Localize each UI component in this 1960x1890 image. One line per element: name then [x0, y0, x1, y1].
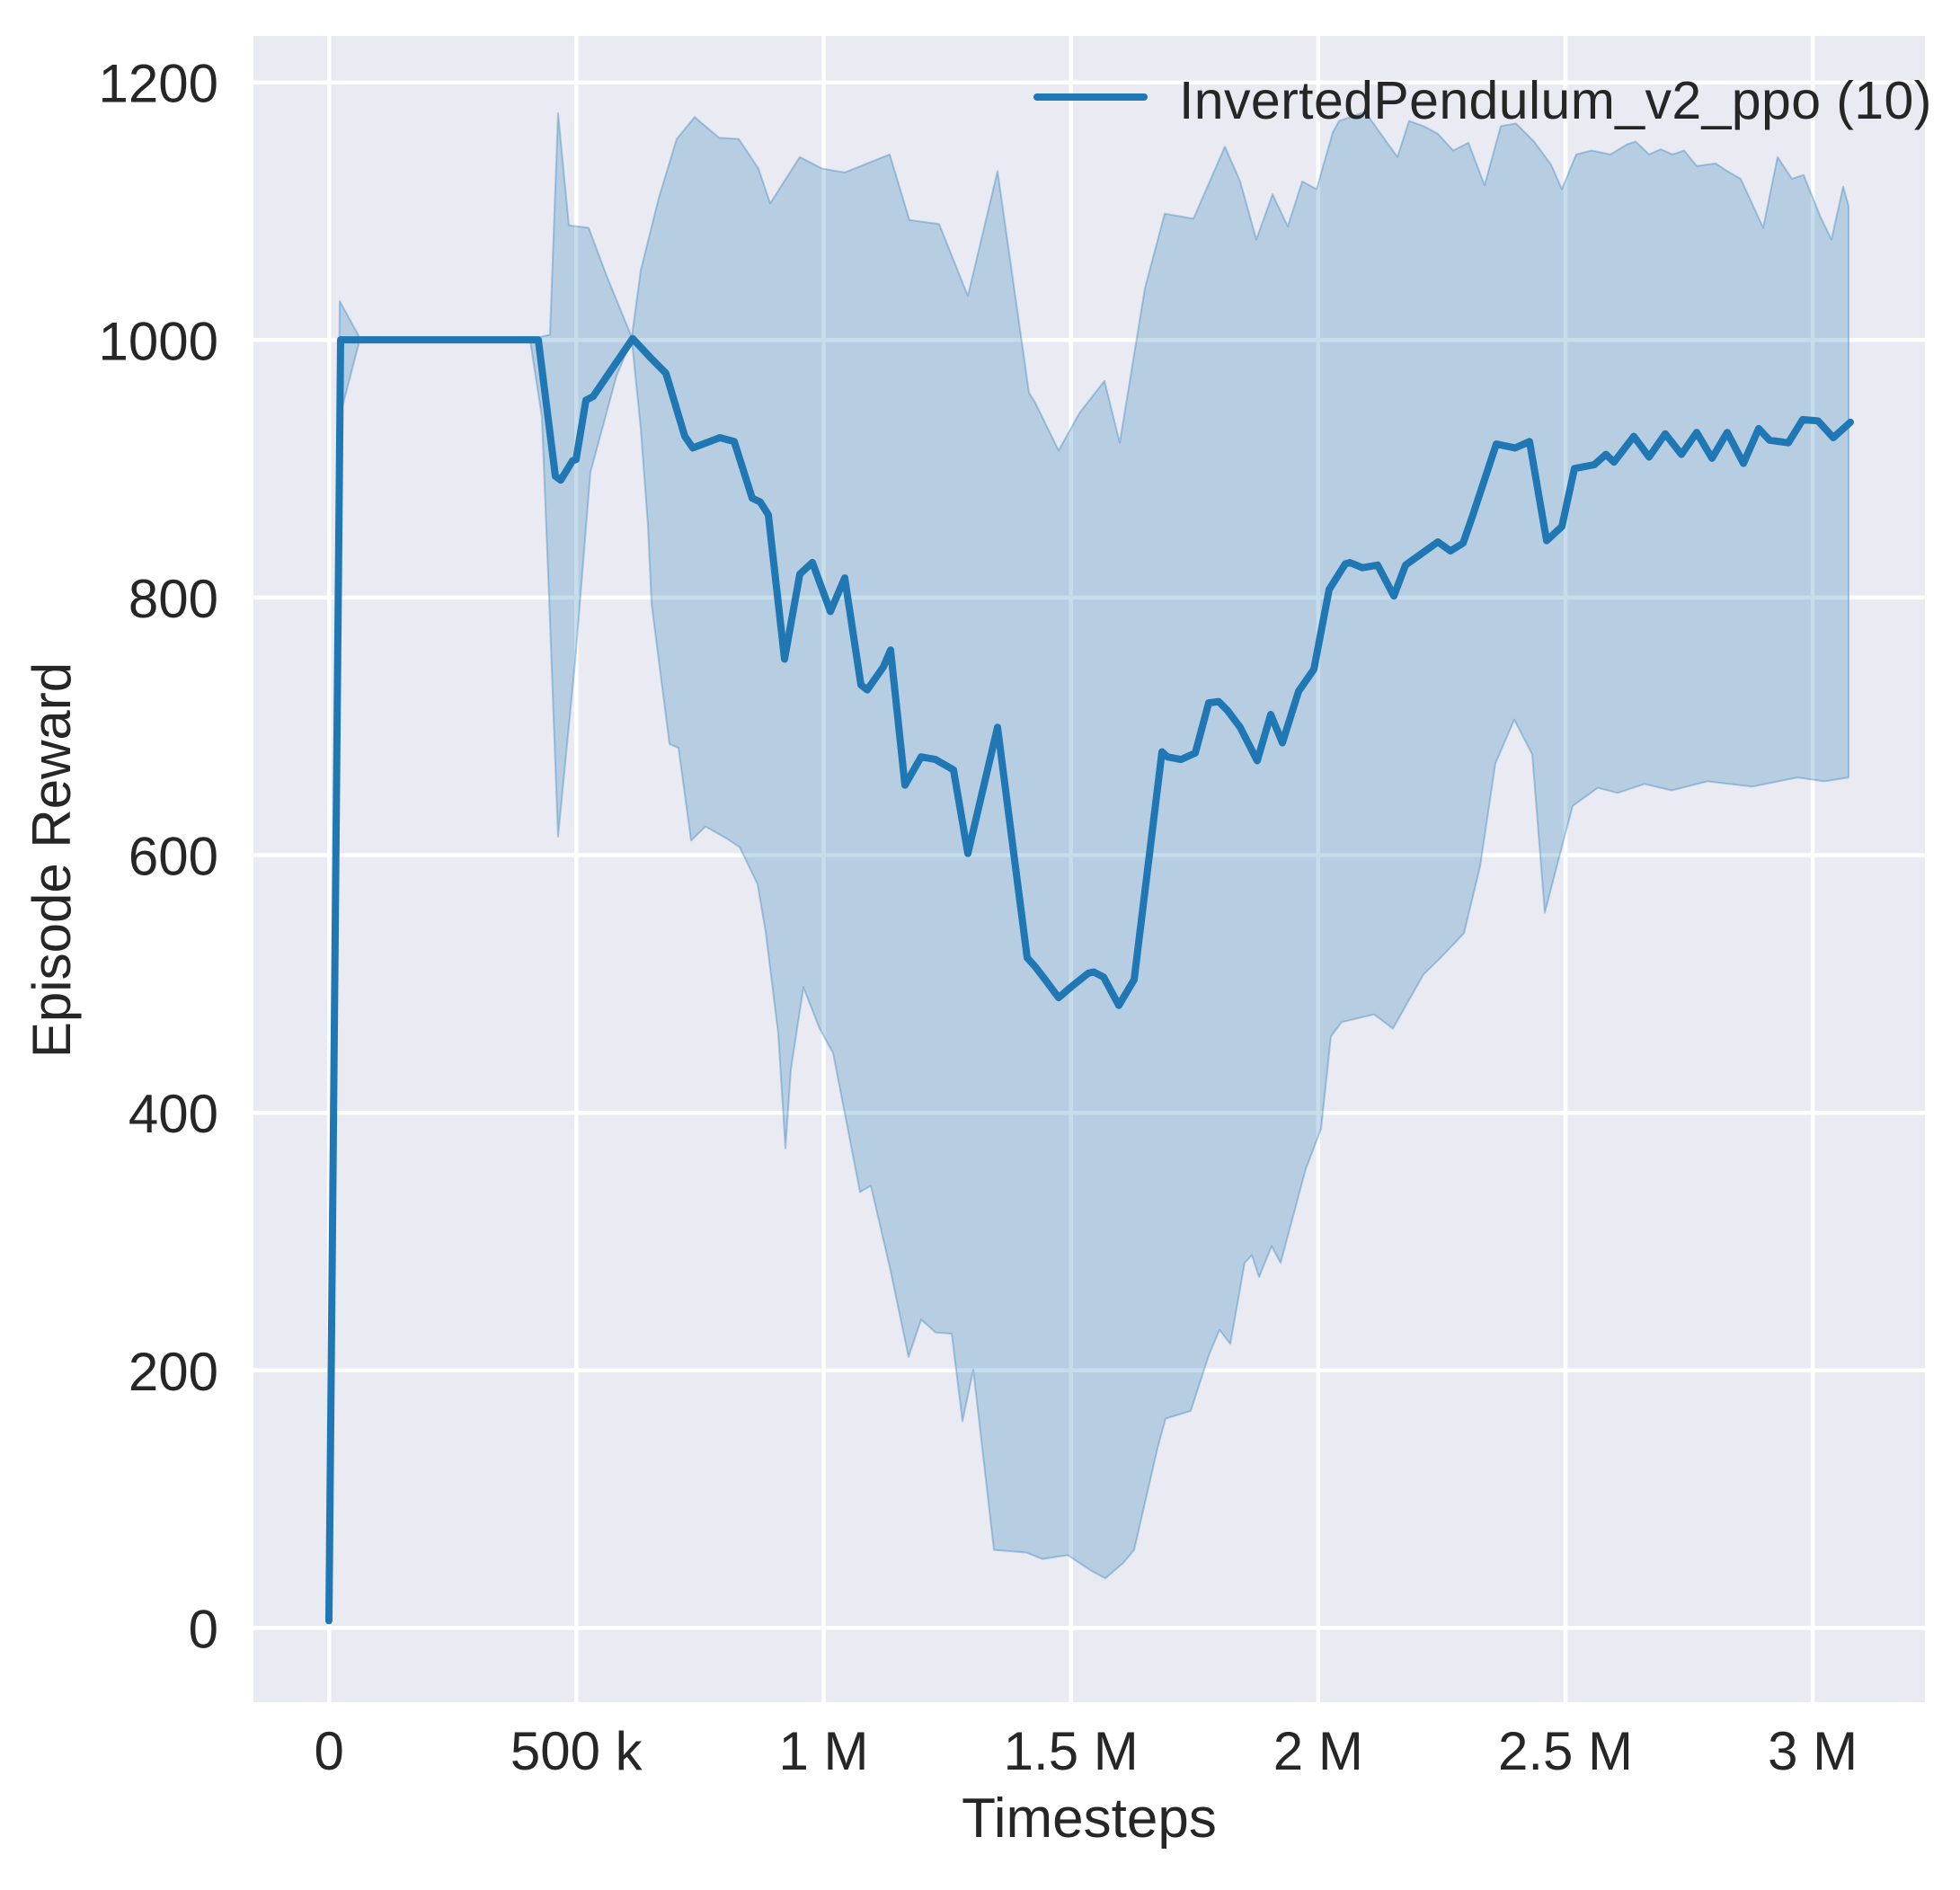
svg-text:InvertedPendulum_v2_ppo (10): InvertedPendulum_v2_ppo (10) [1179, 71, 1932, 130]
svg-text:0: 0 [315, 1721, 344, 1781]
svg-text:2.5 M: 2.5 M [1498, 1721, 1633, 1781]
svg-text:400: 400 [129, 1084, 218, 1144]
svg-text:2 M: 2 M [1273, 1721, 1363, 1781]
svg-text:1.5 M: 1.5 M [1004, 1721, 1139, 1781]
svg-text:3 M: 3 M [1768, 1721, 1858, 1781]
svg-text:0: 0 [189, 1599, 218, 1659]
svg-text:Timesteps: Timesteps [962, 1788, 1217, 1850]
svg-text:1 M: 1 M [778, 1721, 868, 1781]
svg-text:200: 200 [129, 1342, 218, 1402]
svg-text:1000: 1000 [99, 311, 218, 371]
svg-text:800: 800 [129, 569, 218, 629]
svg-text:600: 600 [129, 827, 218, 887]
svg-text:500 k: 500 k [510, 1721, 643, 1781]
svg-text:1200: 1200 [99, 54, 218, 114]
svg-text:Episode Reward: Episode Reward [22, 662, 82, 1058]
